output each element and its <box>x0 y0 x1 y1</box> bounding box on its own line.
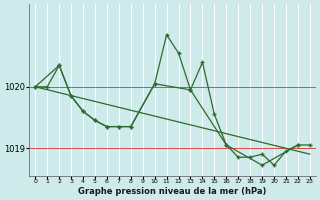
X-axis label: Graphe pression niveau de la mer (hPa): Graphe pression niveau de la mer (hPa) <box>78 187 267 196</box>
